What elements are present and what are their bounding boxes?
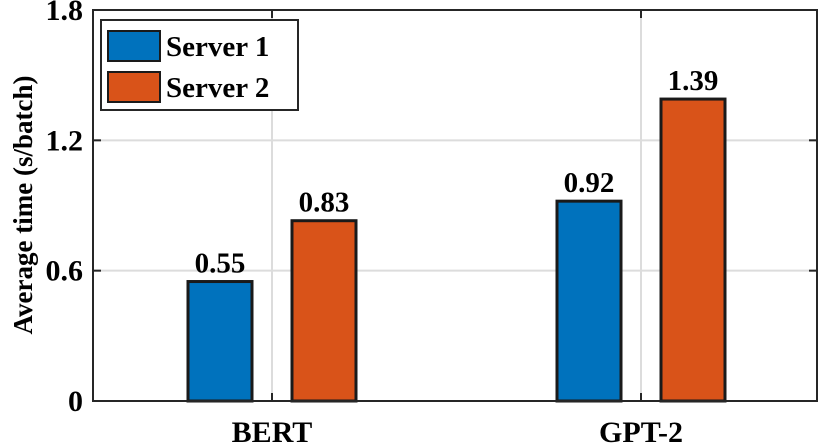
data-label: 0.83 [299,187,350,219]
plot-frame [92,9,818,402]
bar-server-1-gpt-2 [555,199,623,403]
legend-entry: Server 1 [166,31,269,63]
y-tick-label: 0 [68,385,83,418]
data-labels: 0.55 0.92 0.83 1.39 [195,65,719,279]
y-axis-label: Average time (s/batch) [8,76,38,335]
bar-server-2-bert [290,219,358,403]
y-tick-label: 0.6 [46,255,84,288]
x-tick-label: BERT [232,416,313,446]
y-tick-label: 1.8 [46,0,84,27]
data-label: 1.39 [668,65,719,97]
legend-swatch [107,30,161,62]
y-tick-label: 1.2 [46,124,84,157]
legend-entry: Server 2 [166,72,269,104]
legend: Server 1 Server 2 [100,19,299,111]
bar-server-1-bert [186,280,254,403]
legend-swatch [107,71,161,103]
bar-server-2-gpt-2 [659,97,727,403]
y-ticks: 0 0.6 1.2 1.8 [46,0,817,418]
bars [186,97,727,403]
x-ticks: BERT GPT-2 [232,10,683,446]
data-label: 0.55 [195,248,246,280]
data-label: 0.92 [564,167,615,199]
x-tick-label: GPT-2 [599,416,683,446]
